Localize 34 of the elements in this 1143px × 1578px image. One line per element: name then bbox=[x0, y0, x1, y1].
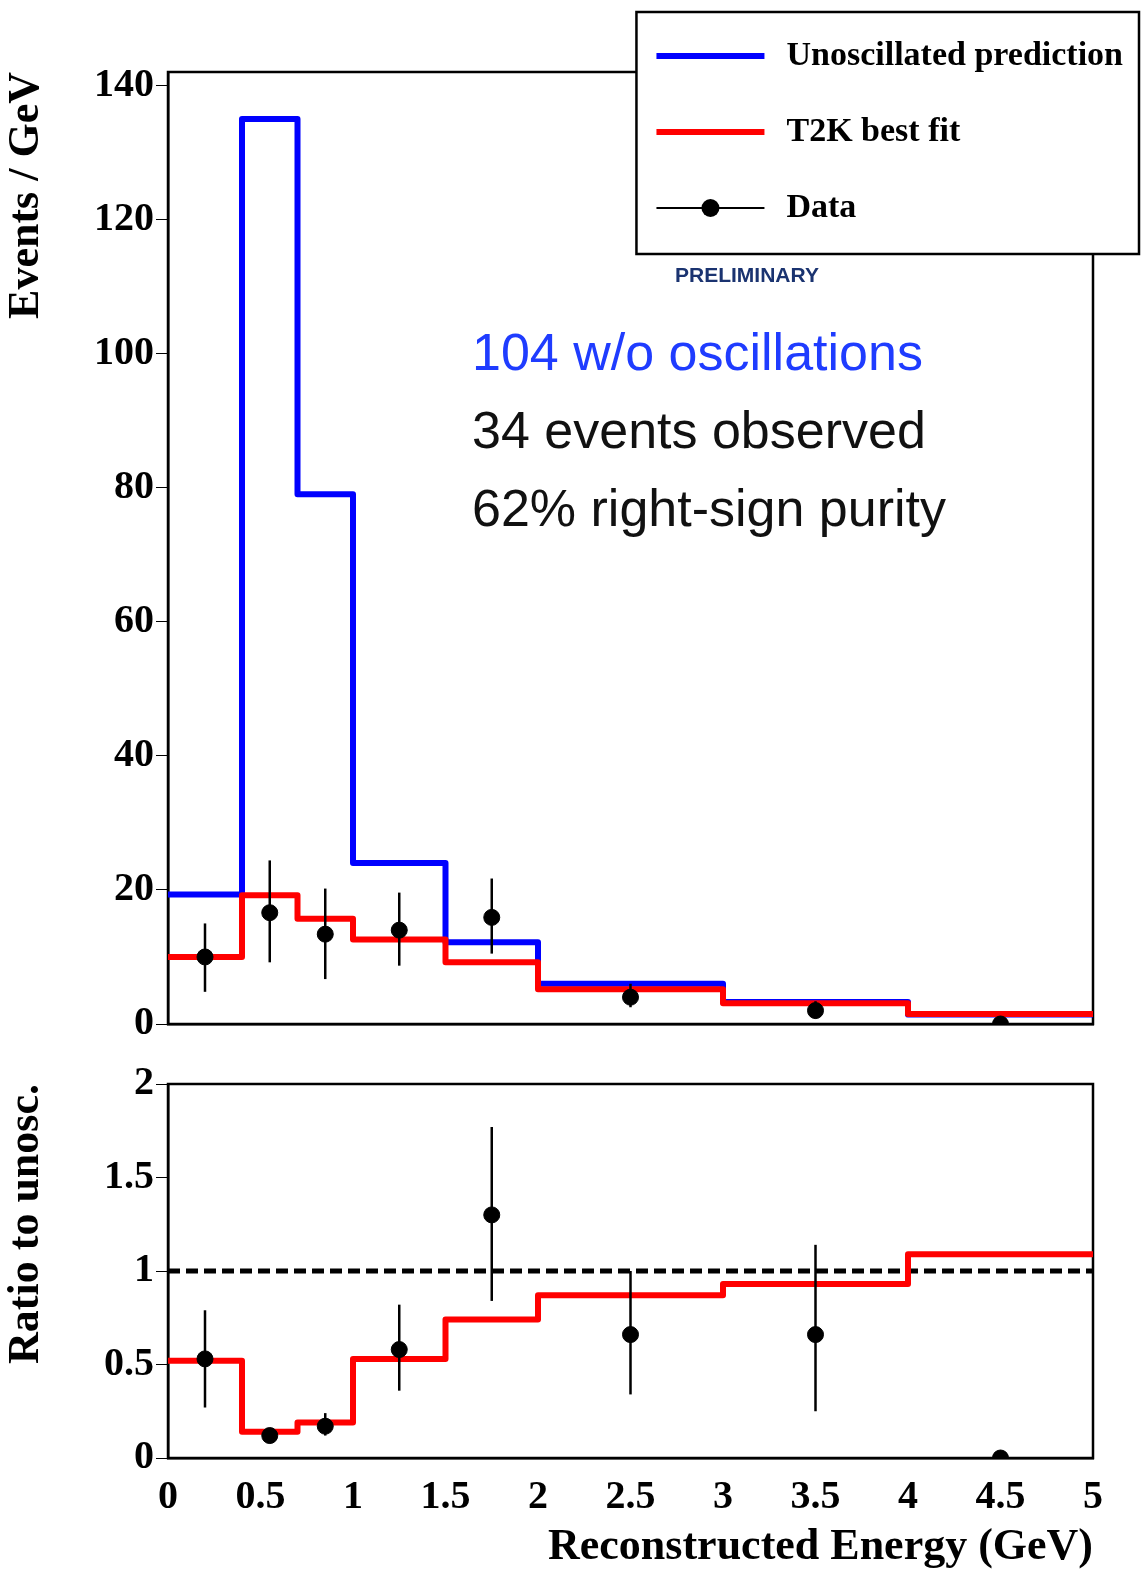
legend-label: Unoscillated prediction bbox=[786, 34, 1124, 72]
y-tick-label: 80 bbox=[114, 461, 154, 507]
x-tick-label: 2.5 bbox=[605, 1472, 656, 1518]
y-axis-title: Events / GeV bbox=[0, 71, 48, 319]
legend-label: Data bbox=[786, 186, 857, 224]
x-tick-label: 2 bbox=[528, 1472, 548, 1518]
x-tick-label: 1.5 bbox=[420, 1472, 471, 1518]
x-tick-label: 1 bbox=[343, 1472, 363, 1518]
y-tick-label: 40 bbox=[114, 730, 154, 776]
y-tick-label: 140 bbox=[94, 59, 154, 105]
y-tick-label: 0.5 bbox=[104, 1338, 154, 1384]
annotation: 34 events observed bbox=[472, 401, 926, 459]
annotation: 104 w/o oscillations bbox=[472, 323, 923, 381]
y-tick-label: 1 bbox=[134, 1245, 154, 1291]
y-tick-label: 1.5 bbox=[104, 1151, 154, 1197]
annotation: PRELIMINARY bbox=[675, 263, 819, 286]
annotation: 62% right-sign purity bbox=[472, 479, 946, 537]
x-tick-label: 5 bbox=[1083, 1472, 1103, 1518]
x-tick-label: 0.5 bbox=[235, 1472, 286, 1518]
y-tick-label: 20 bbox=[114, 864, 154, 910]
y-tick-label: 120 bbox=[94, 193, 154, 239]
legend-label: T2K best fit bbox=[786, 110, 961, 148]
y-tick-label: 0 bbox=[134, 1432, 154, 1478]
y-tick-label: 60 bbox=[114, 596, 154, 642]
x-axis-title: Reconstructed Energy (GeV) bbox=[548, 1519, 1093, 1569]
y-tick-label: 2 bbox=[134, 1058, 154, 1104]
y-tick-label: 100 bbox=[94, 327, 154, 373]
y-tick-label: 0 bbox=[134, 998, 154, 1044]
x-tick-label: 4 bbox=[898, 1472, 918, 1518]
y-axis-title: Ratio to unosc. bbox=[0, 1084, 48, 1364]
x-tick-label: 3.5 bbox=[790, 1472, 841, 1518]
x-tick-label: 3 bbox=[713, 1472, 733, 1518]
point bbox=[261, 1427, 279, 1445]
x-tick-label: 4.5 bbox=[975, 1472, 1026, 1518]
